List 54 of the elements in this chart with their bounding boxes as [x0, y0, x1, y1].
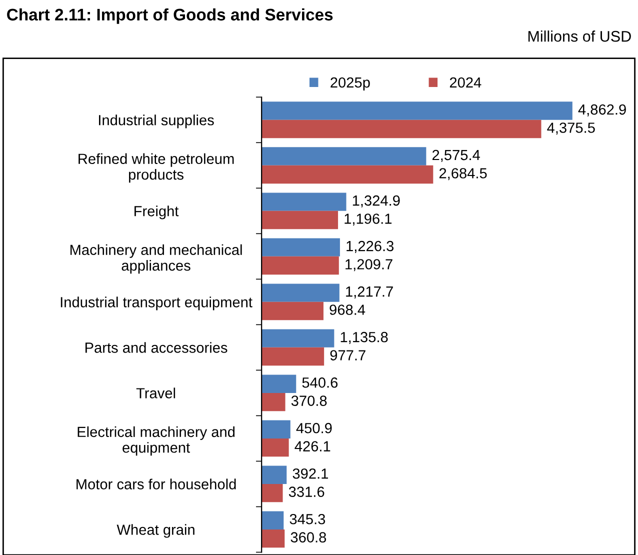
bar [262, 438, 289, 457]
bar [262, 420, 290, 438]
y-tick-label: Industrial transport equipment [60, 296, 252, 310]
y-tick-label: Travel [136, 388, 176, 398]
bar [262, 284, 340, 302]
bar [262, 102, 572, 120]
data-label: 540.6 [302, 377, 338, 388]
legend-label: 2024 [450, 77, 482, 88]
bar [262, 147, 426, 166]
chart-subtitle: Millions of USD [528, 30, 631, 42]
data-label: 1,135.8 [340, 332, 388, 344]
y-tick-label: Electrical machinery and equipment [78, 426, 235, 456]
data-label: 1,217.7 [346, 286, 393, 298]
y-tick-label: Industrial supplies [99, 114, 214, 128]
y-tick-label: Motor cars for household [76, 478, 236, 490]
bar [262, 529, 285, 548]
bar [262, 466, 287, 484]
data-label: 450.9 [296, 422, 332, 434]
chart-title: Chart 2.11: Import of Goods and Services [7, 8, 333, 24]
bar [262, 256, 339, 275]
data-label: 2,684.5 [439, 168, 487, 180]
legend-label: 2025p [330, 77, 370, 91]
data-label: 977.7 [330, 350, 366, 360]
data-label: 345.3 [290, 514, 326, 524]
data-label: 1,324.9 [352, 195, 400, 208]
bar [262, 392, 286, 412]
data-label: 392.1 [292, 468, 328, 479]
y-tick-label: Machinery and mechanical appliances [70, 244, 242, 274]
bar [262, 484, 283, 502]
bar [262, 511, 284, 530]
data-label: 360.8 [290, 532, 326, 542]
y-tick-label: Wheat grain [116, 524, 194, 538]
y-tick-label: Parts and accessories [85, 342, 228, 353]
bar [262, 192, 346, 211]
data-label: 1,209.7 [346, 259, 392, 272]
data-label: 370.8 [291, 396, 327, 406]
bar [262, 329, 334, 348]
bar [262, 238, 340, 256]
bar [262, 302, 324, 320]
data-label: 2,575.4 [432, 150, 480, 162]
bar [262, 347, 324, 366]
data-label: 1,196.1 [344, 214, 392, 226]
data-label: 1,226.3 [346, 240, 394, 253]
bar [262, 165, 434, 184]
bar [262, 120, 542, 138]
data-label: 331.6 [288, 486, 324, 497]
data-label: 4,862.9 [578, 104, 626, 116]
data-label: 4,375.5 [547, 122, 595, 135]
data-label: 426.1 [294, 441, 330, 452]
bar [262, 210, 338, 230]
y-tick-label: Refined white petroleum products [78, 153, 234, 183]
y-tick-label: Freight [134, 206, 179, 220]
data-label: 968.4 [330, 304, 366, 315]
bar [262, 374, 296, 393]
